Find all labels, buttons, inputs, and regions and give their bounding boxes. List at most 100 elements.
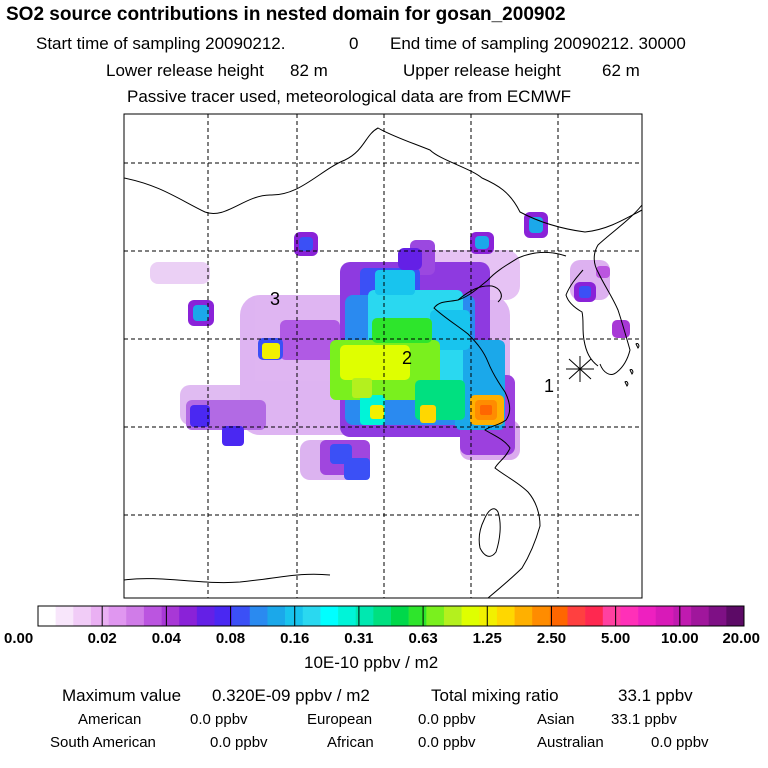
plume-cell <box>262 343 280 359</box>
plume-cell <box>352 378 372 398</box>
colorbar-cell <box>655 606 674 626</box>
colorbar-cell <box>373 606 392 626</box>
colorbar-tick-label: 1.25 <box>472 630 502 647</box>
colorbar-tick-label: 0.04 <box>151 630 181 647</box>
region-south-american-value: 0.0 ppbv <box>210 734 268 751</box>
colorbar-cell <box>179 606 198 626</box>
colorbar-cell <box>532 606 551 626</box>
border-north <box>124 127 642 233</box>
plume-layer <box>150 212 630 480</box>
total-mixing-value: 33.1 ppbv <box>618 686 693 705</box>
region-label-2: 2 <box>402 348 412 368</box>
colorbar-cell <box>691 606 709 626</box>
tracer-note: Passive tracer used, meteorological data… <box>127 87 572 106</box>
colorbar-cell <box>355 606 374 626</box>
colorbar-cell <box>108 606 127 626</box>
colorbar-cell <box>302 606 321 626</box>
chart-title: SO2 source contributions in nested domai… <box>6 4 566 25</box>
colorbar-cell <box>249 606 268 626</box>
colorbar-tick-label: 0.63 <box>408 630 438 647</box>
region-european-label: European <box>307 711 373 728</box>
korea-coast <box>593 204 642 375</box>
taiwan-coast <box>478 508 501 557</box>
islands <box>624 343 640 387</box>
region-australian-label: Australian <box>537 734 604 751</box>
region-african-label: African <box>327 734 374 751</box>
bohai-coast <box>457 285 502 303</box>
colorbar-cell <box>267 606 286 626</box>
korea-west-coast <box>565 269 599 367</box>
colorbar-tick-label: 0.00 <box>4 630 34 647</box>
colorbar-cell <box>90 606 109 626</box>
colorbar-cell <box>38 606 56 626</box>
region-european-value: 0.0 ppbv <box>418 711 476 728</box>
colorbar-tick-label: 0.16 <box>280 630 310 647</box>
region-african-value: 0.0 ppbv <box>418 734 476 751</box>
border-south <box>124 573 331 584</box>
region-asian-value: 33.1 ppbv <box>611 711 677 728</box>
blob <box>299 237 313 251</box>
plume-yellow <box>262 343 436 423</box>
china-coast <box>433 251 567 598</box>
colorbar-cell <box>338 606 356 626</box>
plume-cell <box>375 270 415 295</box>
lower-height-value: 82 m <box>290 61 328 80</box>
end-time-label: End time of sampling 20090212. 30000 <box>390 34 686 53</box>
colorbar-tick-label: 0.08 <box>215 630 246 647</box>
colorbar-cell <box>549 606 568 626</box>
colorbar-cell <box>673 606 692 626</box>
plume-cell <box>340 345 410 380</box>
coastlines <box>124 127 642 598</box>
receptor-marker-icon <box>566 356 594 382</box>
colorbar-tick-label: 10.00 <box>661 630 699 647</box>
colorbar-cell <box>285 606 304 626</box>
blob <box>475 236 489 249</box>
colorbar-cell <box>143 606 162 626</box>
colorbar <box>38 606 745 626</box>
region-asian-label: Asian <box>537 711 575 728</box>
colorbar-cell <box>443 606 462 626</box>
region-american-label: American <box>78 711 142 728</box>
colorbar-tick-label: 20.00 <box>722 630 760 647</box>
plume-cell <box>370 405 384 419</box>
colorbar-cell <box>320 606 339 626</box>
upper-height-value: 62 m <box>602 61 640 80</box>
colorbar-cell <box>214 606 233 626</box>
colorbar-cell <box>73 606 92 626</box>
plume-cell <box>420 405 436 423</box>
region-label-1: 1 <box>544 376 554 396</box>
region-australian-value: 0.0 ppbv <box>651 734 709 751</box>
colorbar-cell <box>496 606 515 626</box>
colorbar-cell <box>408 606 427 626</box>
grid-lines <box>124 114 642 598</box>
colorbar-cell <box>585 606 604 626</box>
plume-cell <box>190 405 210 427</box>
colorbar-cell <box>426 606 445 626</box>
plume-hotspot <box>470 395 504 425</box>
lower-height-label: Lower release height <box>106 61 264 80</box>
region-american-value: 0.0 ppbv <box>190 711 248 728</box>
plume-cell <box>280 320 340 360</box>
upper-height-label: Upper release height <box>403 61 561 80</box>
colorbar-cell <box>461 606 480 626</box>
blob <box>398 248 422 270</box>
plume-cell <box>344 458 370 480</box>
colorbar-cell <box>55 606 74 626</box>
haze-patch <box>150 262 210 284</box>
colorbar-cell <box>638 606 657 626</box>
colorbar-major-ticks <box>101 606 681 626</box>
colorbar-cell <box>567 606 586 626</box>
blob <box>193 305 209 321</box>
plume-cell <box>480 405 492 415</box>
colorbar-cell <box>620 606 639 626</box>
max-value: 0.320E-09 ppbv / m2 <box>212 686 370 705</box>
colorbar-cell <box>708 606 727 626</box>
plume-cell <box>430 310 470 350</box>
region-south-american-label: South American <box>50 734 156 751</box>
colorbar-cell <box>232 606 251 626</box>
region-label-3: 3 <box>270 289 280 309</box>
colorbar-cell <box>726 606 745 626</box>
plume-cell <box>222 426 244 446</box>
colorbar-cell <box>391 606 409 626</box>
